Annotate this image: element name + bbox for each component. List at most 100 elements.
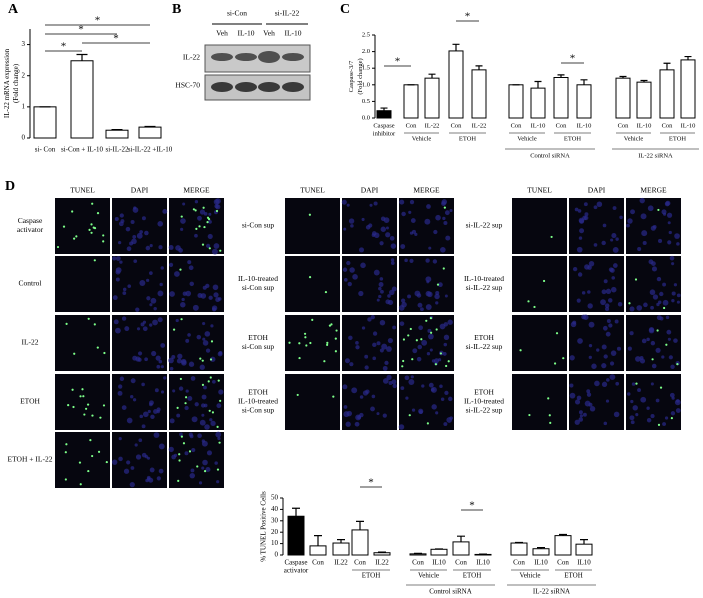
nucleus bbox=[149, 467, 155, 473]
nucleus bbox=[577, 272, 583, 277]
nucleus bbox=[210, 324, 214, 328]
row-label: Control bbox=[19, 279, 42, 288]
micrograph-background bbox=[285, 198, 340, 254]
x-tick-label: Con bbox=[451, 122, 463, 129]
nucleus bbox=[384, 360, 389, 366]
nucleus bbox=[176, 358, 182, 364]
super-group-label: Control siRNA bbox=[530, 152, 570, 159]
nucleus bbox=[370, 315, 375, 320]
nucleus bbox=[115, 327, 121, 334]
nucleus bbox=[205, 283, 210, 289]
error-bar bbox=[580, 79, 588, 85]
nucleus bbox=[382, 365, 388, 371]
tunel-dot bbox=[309, 341, 312, 345]
blot-band bbox=[235, 53, 257, 61]
nucleus bbox=[144, 357, 148, 362]
bar bbox=[510, 542, 528, 556]
x-tick-label: Con bbox=[511, 122, 523, 129]
x-tick-label: Con bbox=[455, 559, 467, 567]
nucleus bbox=[589, 406, 596, 412]
nucleus bbox=[379, 319, 386, 326]
nucleus bbox=[194, 233, 198, 238]
error-bar bbox=[314, 535, 322, 546]
nucleus bbox=[605, 399, 610, 403]
tunel-dot bbox=[184, 396, 188, 399]
nucleus bbox=[671, 291, 676, 296]
nucleus bbox=[611, 233, 617, 239]
nucleus bbox=[371, 231, 377, 236]
nucleus bbox=[351, 387, 358, 394]
nucleus bbox=[184, 405, 189, 411]
x-tick-label: Con bbox=[513, 559, 525, 567]
nucleus bbox=[343, 405, 348, 409]
tunel-dot bbox=[203, 225, 206, 229]
tunel-dot bbox=[402, 359, 405, 363]
tunel-dot bbox=[91, 202, 94, 205]
tunel-dot bbox=[219, 249, 222, 252]
channel-header: TUNEL bbox=[300, 186, 325, 195]
nucleus bbox=[676, 242, 680, 246]
nucleus bbox=[134, 443, 138, 447]
tunel-dot bbox=[218, 441, 221, 444]
nucleus bbox=[629, 331, 634, 336]
bar bbox=[554, 535, 572, 556]
error-bar bbox=[380, 107, 388, 111]
nucleus bbox=[115, 267, 122, 274]
nucleus bbox=[202, 337, 206, 341]
nucleus bbox=[591, 363, 597, 369]
nucleus bbox=[138, 438, 143, 443]
nucleus bbox=[671, 396, 675, 400]
blot-band bbox=[282, 53, 304, 61]
row-label: si-Con sup bbox=[242, 406, 275, 415]
nucleus bbox=[612, 247, 619, 253]
nucleus bbox=[172, 389, 176, 393]
error-bar bbox=[640, 79, 648, 83]
x-tick-label: si-Con + IL-10 bbox=[61, 146, 104, 154]
nucleus bbox=[187, 396, 193, 401]
tunel-dot bbox=[311, 318, 314, 321]
nucleus bbox=[600, 299, 606, 306]
nucleus bbox=[119, 376, 125, 381]
nucleus bbox=[349, 267, 355, 273]
tunel-dot bbox=[91, 454, 94, 458]
group-label: Vehicle bbox=[520, 572, 541, 580]
x-tick-label: IL10 bbox=[577, 559, 591, 567]
bar bbox=[105, 129, 129, 139]
tunel-dot bbox=[651, 358, 654, 361]
nucleus bbox=[443, 334, 450, 341]
tunel-dot bbox=[194, 209, 197, 212]
tunel-dot bbox=[435, 328, 438, 331]
micrograph-background bbox=[169, 432, 224, 488]
tunel-dot bbox=[408, 414, 411, 417]
nucleus bbox=[197, 433, 202, 439]
nucleus bbox=[613, 411, 620, 418]
tunel-dot bbox=[304, 336, 307, 339]
micrograph bbox=[112, 374, 167, 430]
nucleus bbox=[651, 261, 656, 266]
tunel-dot bbox=[430, 331, 433, 334]
nucleus bbox=[180, 302, 186, 308]
nucleus bbox=[121, 316, 127, 321]
group-label: ETOH bbox=[564, 135, 582, 142]
nucleus bbox=[583, 202, 588, 207]
error-bar bbox=[414, 552, 422, 554]
nucleus bbox=[205, 467, 211, 473]
nucleus bbox=[427, 328, 432, 333]
nucleus bbox=[662, 299, 669, 306]
bar bbox=[659, 69, 675, 119]
nucleus bbox=[130, 220, 135, 225]
x-tick-label: IL-10 bbox=[577, 122, 592, 129]
bar bbox=[138, 126, 162, 139]
micrograph bbox=[168, 256, 224, 312]
tunel-dot bbox=[199, 357, 202, 360]
nucleus bbox=[408, 379, 415, 385]
tunel-dot bbox=[562, 357, 565, 360]
nucleus bbox=[135, 307, 140, 312]
nucleus bbox=[114, 216, 119, 222]
micrograph bbox=[569, 256, 624, 312]
nucleus bbox=[434, 358, 440, 364]
nucleus bbox=[208, 219, 212, 224]
nucleus bbox=[370, 406, 375, 412]
nucleus bbox=[151, 350, 157, 357]
nucleus bbox=[198, 481, 203, 485]
